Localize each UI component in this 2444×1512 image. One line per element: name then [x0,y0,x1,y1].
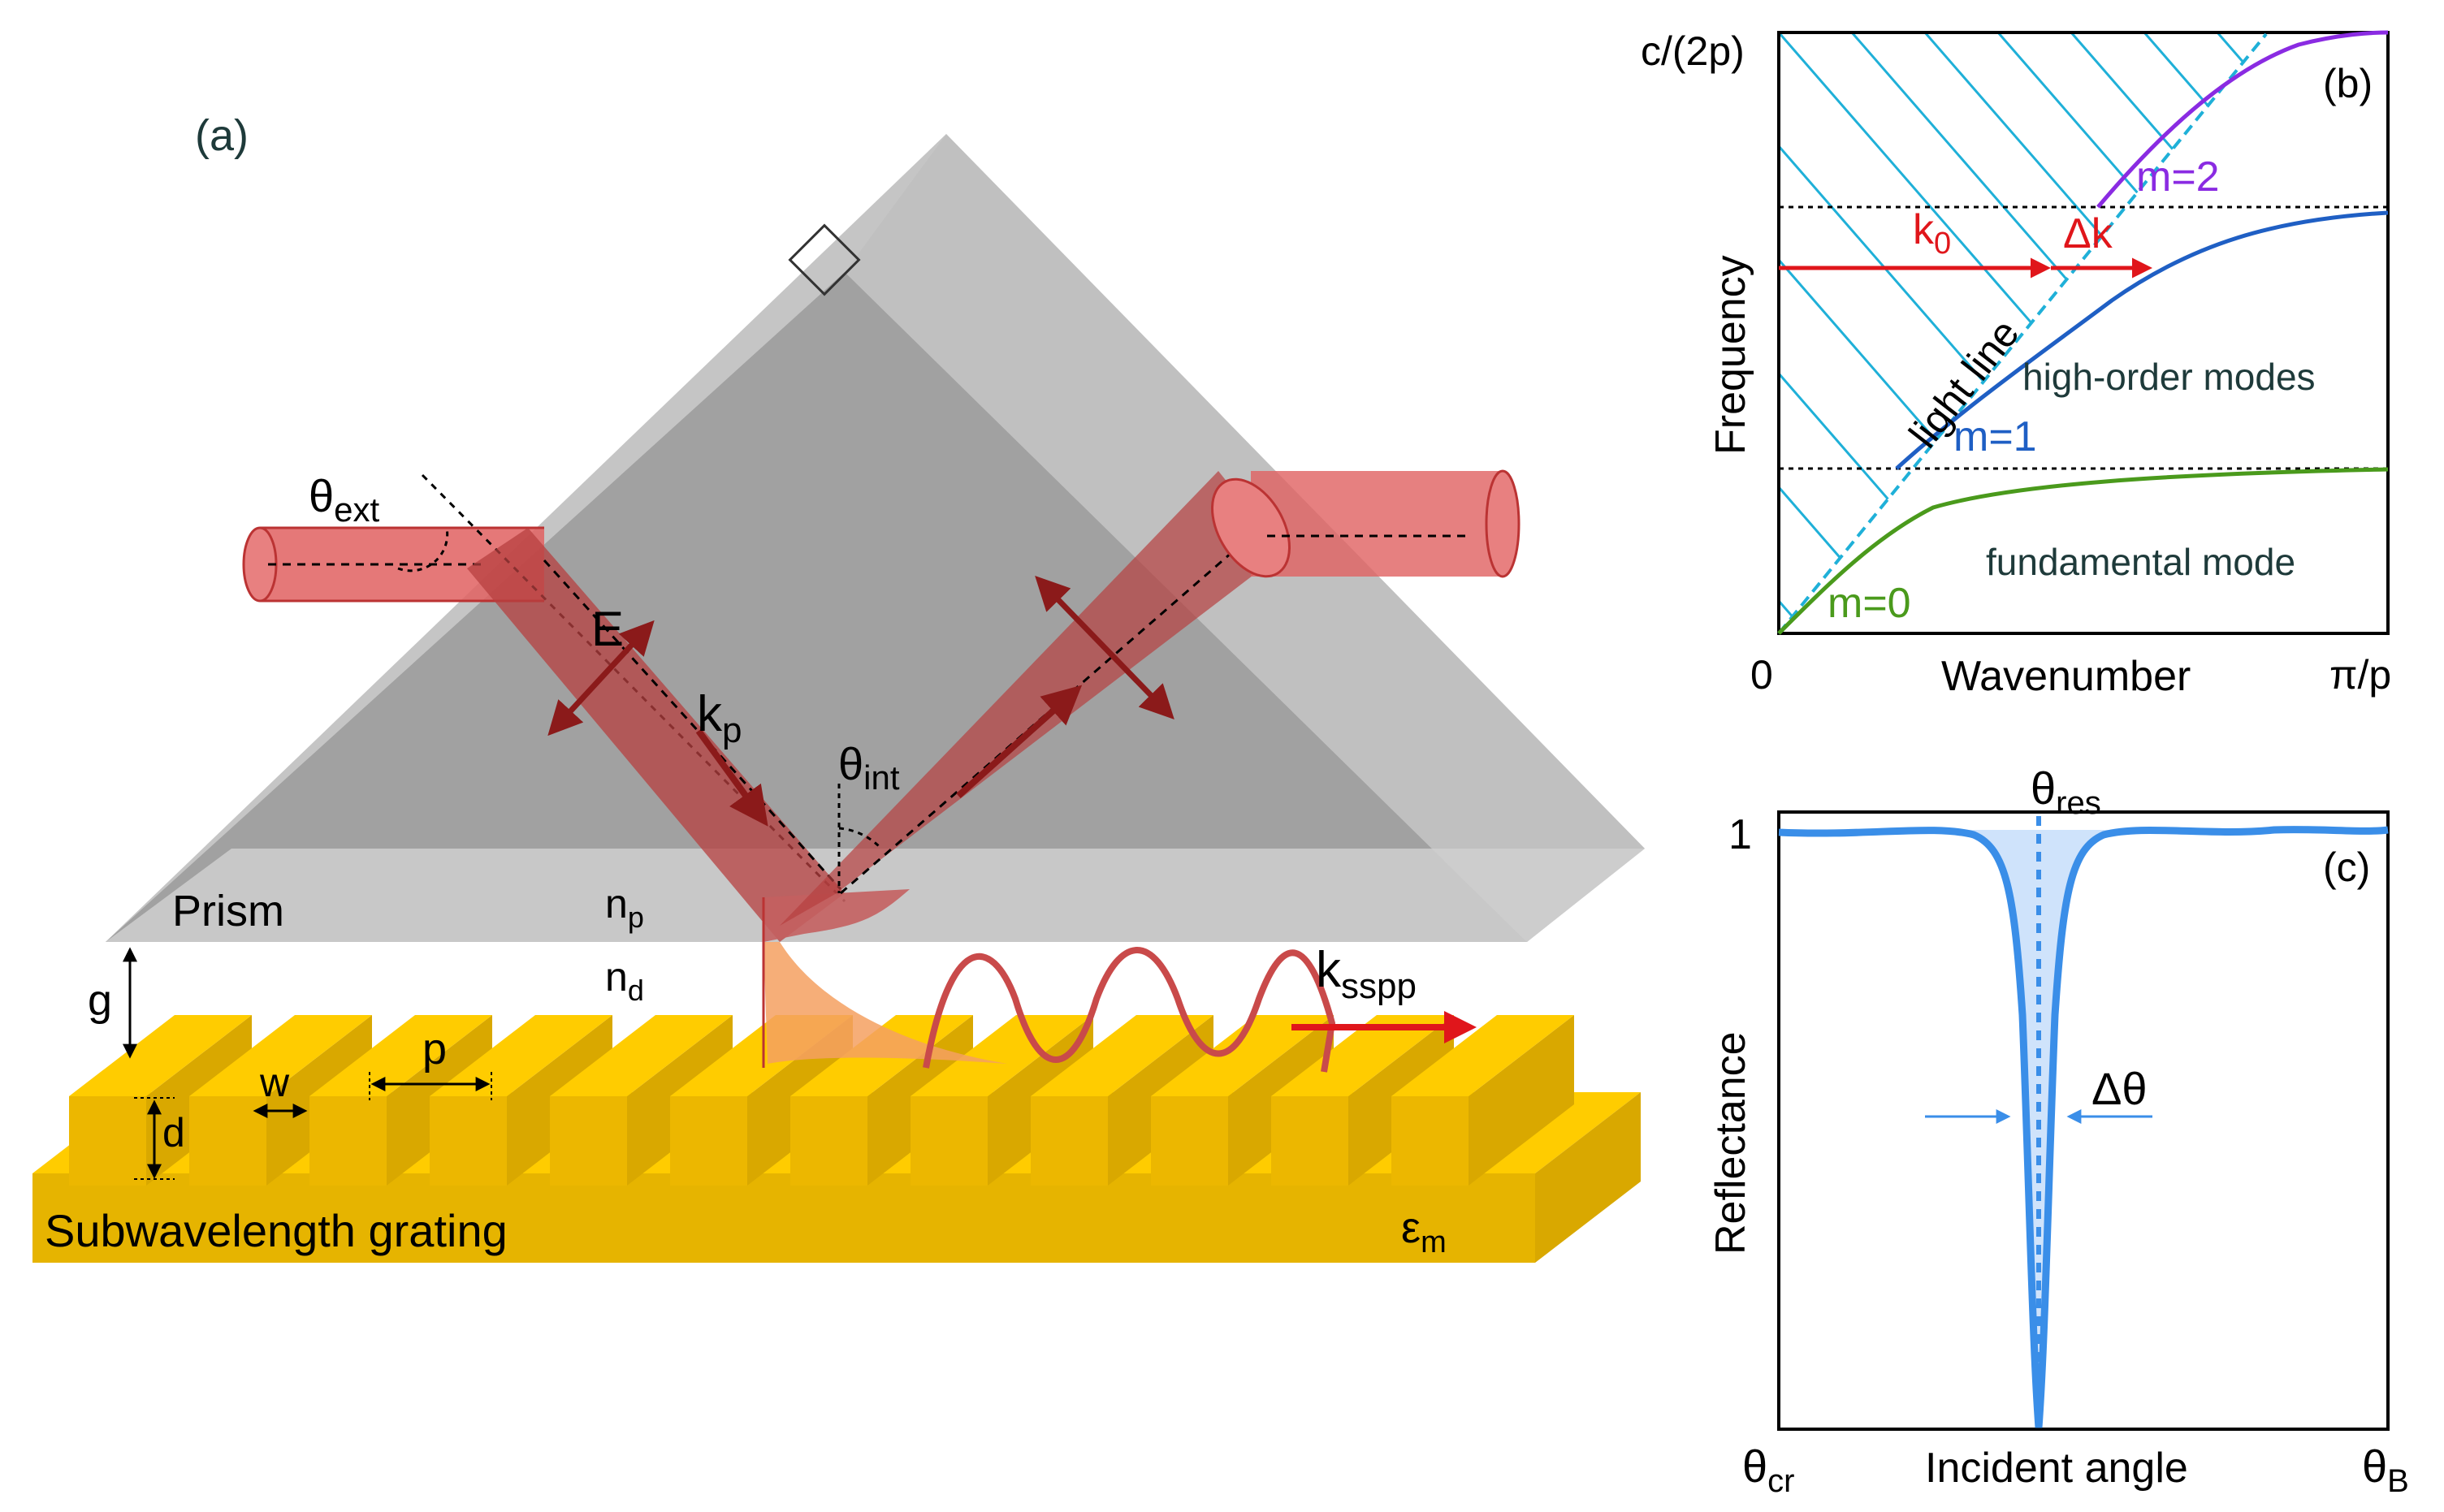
grating-ridge-front [550,1096,627,1186]
y-axis-label: Frequency [1707,255,1754,455]
m2-label: m=2 [2136,153,2220,201]
np-label: np [605,881,644,934]
panel-c-frame [1777,810,2390,1431]
right-angle-marker [788,223,861,296]
incident-beam [242,473,846,942]
theta-ext-label: θext [309,470,380,529]
e-field-label: E [591,602,624,656]
light-line [1777,32,2268,635]
hatch-line [1996,32,2139,194]
grating-ridge-front [69,1096,146,1186]
hatch-line [1777,373,1889,500]
high-order-label: high-order modes [2022,356,2316,398]
theta-res-label: θres [2031,762,2101,821]
hatch-line [1777,145,1985,382]
x-start-label: 0 [1750,652,1773,698]
grating-ridge-front [1271,1096,1348,1186]
hatch-line [1777,486,1841,559]
k-sspp-label: ksspp [1316,942,1417,1006]
panel-b-frame [1777,31,2390,635]
panel-b-label: (b) [2323,61,2373,106]
grating-ridge-top [430,1015,612,1096]
grating-ridge-top [1031,1015,1213,1096]
nd-label: nd [605,954,644,1007]
grating-ridge-front [189,1096,266,1186]
grating-ridge-front [430,1096,507,1186]
m0-label: m=0 [1828,580,1911,627]
grating-ridge-top [309,1015,492,1096]
grating-base-front [32,1173,1535,1263]
grating-ridge-front [1151,1096,1228,1186]
mode-m0-curve [1777,467,2389,635]
hatch-line [2143,32,2209,107]
kp-label: kp [697,686,742,750]
evanescent-field [762,889,1007,1068]
width-label: w [259,1060,290,1105]
reflected-beam [780,469,1520,926]
panel-a: (a) [32,111,1645,1263]
hatch-line [1777,259,1937,442]
grating-ridge-top [911,1015,1093,1096]
grating-ridge-front [790,1096,867,1186]
grating-base-side [1535,1092,1641,1263]
theta-int-label: θint [838,738,900,797]
theta-b-label: θB [2362,1441,2409,1499]
one-label: 1 [1728,811,1752,858]
grating-ridge-front [911,1096,988,1186]
x-axis-label: Wavenumber [1941,653,2191,700]
grating-ridge-front [670,1096,747,1186]
hatch-line [1923,32,2104,237]
prism-front-face [106,272,1527,942]
hatch-line [2216,32,2244,63]
depth-label: d [162,1110,185,1156]
panel-b-hatch [1777,32,2244,618]
grating-ridge-top [1391,1015,1574,1096]
x-end-label: π/p [2329,652,2391,698]
grating-ridge-front [1031,1096,1108,1186]
grating-ridge-top [550,1015,733,1096]
panel-a-label: (a) [195,111,249,160]
k0-label: k0 [1913,206,1951,261]
mode-m2-curve [2096,30,2389,209]
grating-ridge-top [1151,1015,1334,1096]
gap-label: g [88,976,112,1025]
dk-label: Δk [2063,210,2113,257]
dimension-marks [123,947,492,1180]
grating [32,1015,1641,1263]
hatch-line [1777,32,2033,324]
grating-ridge-side [1469,1015,1574,1186]
grating-ridge-top [189,1015,372,1096]
grating-ridges [69,1015,1574,1186]
reflectance-curve [1778,826,2389,1428]
panel-b: (b) c/(2p) Frequency Wavenumber 0 π/p m=… [1641,28,2391,700]
grating-ridge-front [309,1096,387,1186]
hatch-line [1850,32,2068,281]
mode-m1-curve [1895,210,2389,470]
hatch-line [1777,600,1793,618]
eps-m-label: εm [1401,1203,1447,1259]
grating-ridge-top [1271,1015,1454,1096]
reflectance-label: Reflectance [1707,1031,1754,1255]
grating-ridge-top [69,1015,252,1096]
grating-ridge-front [1391,1096,1469,1186]
y-top-label: c/(2p) [1641,28,1745,74]
panel-c-label: (c) [2323,845,2370,890]
hatch-line [2070,32,2174,150]
period-label: p [422,1025,447,1074]
prism-label: Prism [172,887,284,935]
sspp-wave [923,947,1477,1073]
m1-label: m=1 [1953,413,2037,460]
dtheta-label: Δθ [2091,1063,2148,1114]
theta-cr-label: θcr [1742,1441,1794,1499]
incident-angle-label: Incident angle [1925,1445,2188,1492]
fundamental-label: fundamental mode [1986,541,2295,583]
grating-label: Subwavelength grating [45,1205,508,1256]
panel-c: (c) θres 1 Reflectance Incident angle θc… [1707,762,2409,1499]
